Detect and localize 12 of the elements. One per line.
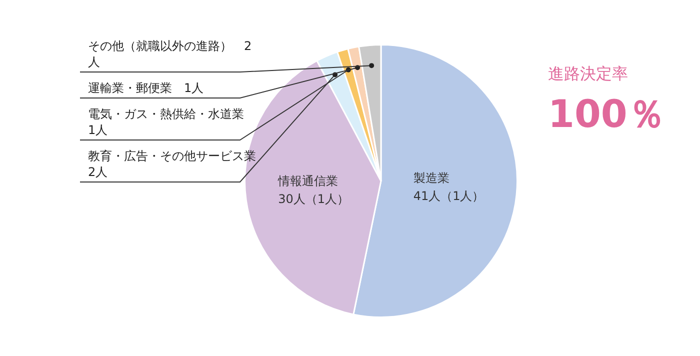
slice-label: 製造業 xyxy=(413,171,450,186)
slice-label: 教育・広告・その他サービス業 xyxy=(88,149,256,163)
slice-label: 電気・ガス・熱供給・水道業 xyxy=(88,107,244,121)
slice-label: 情報通信業 xyxy=(277,174,338,188)
text: 100％ xyxy=(548,91,666,138)
slice-label: 運輸業・郵便業 1人 xyxy=(88,80,205,96)
data-label: 30人（1人） xyxy=(278,192,350,206)
data-label: 2人 xyxy=(88,165,108,179)
text: 進路決定率 xyxy=(548,64,629,85)
slice-label: その他（就職以外の進路） 2人 xyxy=(88,38,253,70)
data-label: 41人（1人） xyxy=(413,189,484,204)
data-label: 1人 xyxy=(88,123,108,137)
